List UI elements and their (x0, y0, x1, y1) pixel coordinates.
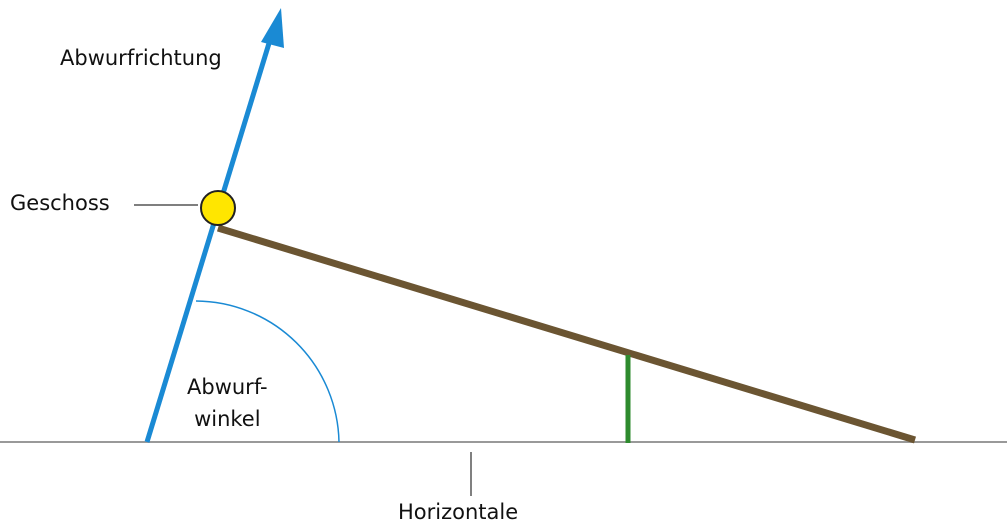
angle-arc (195, 300, 340, 443)
projectile-label: Geschoss (10, 191, 110, 215)
arrowhead-icon (261, 8, 284, 48)
horizontal-label: Horizontale (398, 500, 519, 524)
projectile-icon (200, 190, 236, 226)
direction-label: Abwurfrichtung (60, 46, 222, 70)
slanted-line (216, 224, 917, 444)
direction-line (144, 39, 273, 443)
angle-label: Abwurf- winkel (187, 371, 268, 435)
angle-label-line2: winkel (194, 407, 261, 431)
angle-label-line1: Abwurf- (187, 375, 268, 399)
